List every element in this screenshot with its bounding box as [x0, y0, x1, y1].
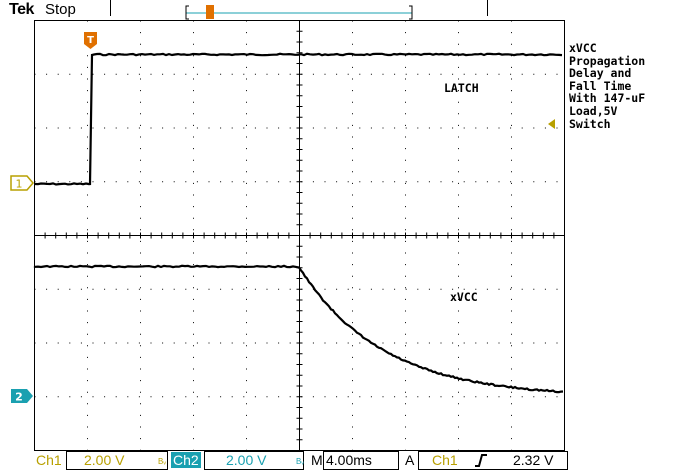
ch1-ground-marker[interactable]: 1 — [10, 175, 34, 191]
ch2-scale: 2.00 V — [226, 452, 267, 468]
horizontal-prefix: M — [311, 452, 323, 468]
ch1-marker-label: 1 — [16, 178, 23, 191]
brand-logo: Tek — [9, 1, 34, 18]
trigger-position-marker[interactable]: T — [84, 32, 97, 49]
ch1-waveform-label: LATCH — [444, 81, 479, 95]
record-position-bar[interactable] — [185, 5, 413, 20]
graticule-grid — [34, 20, 565, 451]
trigger-level: 2.32 V — [513, 452, 554, 468]
status-bar: Tek Stop — [0, 0, 693, 20]
rising-edge-icon — [475, 454, 487, 467]
ch2-label[interactable]: Ch2 — [171, 452, 201, 468]
ch2-marker-label: 2 — [15, 391, 23, 404]
status-divider — [110, 0, 111, 16]
readout-bar: Ch1 2.00 V Bᵥ Ch2 2.00 V Bᵥ M 4.00ms A C… — [0, 451, 693, 470]
ch2-bw-icon: Bᵥ — [296, 457, 304, 466]
title-annotation: xVCC Propagation Delay and Fall Time Wit… — [569, 41, 646, 131]
trigger-level-marker[interactable] — [548, 119, 555, 129]
ch2-waveform — [33, 264, 564, 394]
horizontal-scale: 4.00ms — [326, 452, 372, 468]
ch1-bw-icon: Bᵥ — [158, 457, 166, 466]
trigger-mode: A — [405, 452, 415, 468]
acquisition-state: Stop — [45, 1, 76, 18]
ch1-label[interactable]: Ch1 — [36, 452, 62, 468]
trigger-marker-label: T — [87, 35, 94, 46]
ch1-scale: 2.00 V — [84, 452, 125, 468]
trigger-source: Ch1 — [432, 452, 458, 468]
ch2-ground-marker[interactable]: 2 — [11, 389, 33, 404]
ch2-waveform-label: xVCC — [450, 290, 478, 304]
record-trigger-icon — [206, 5, 214, 19]
ch1-waveform — [34, 52, 563, 186]
status-divider — [487, 0, 488, 16]
